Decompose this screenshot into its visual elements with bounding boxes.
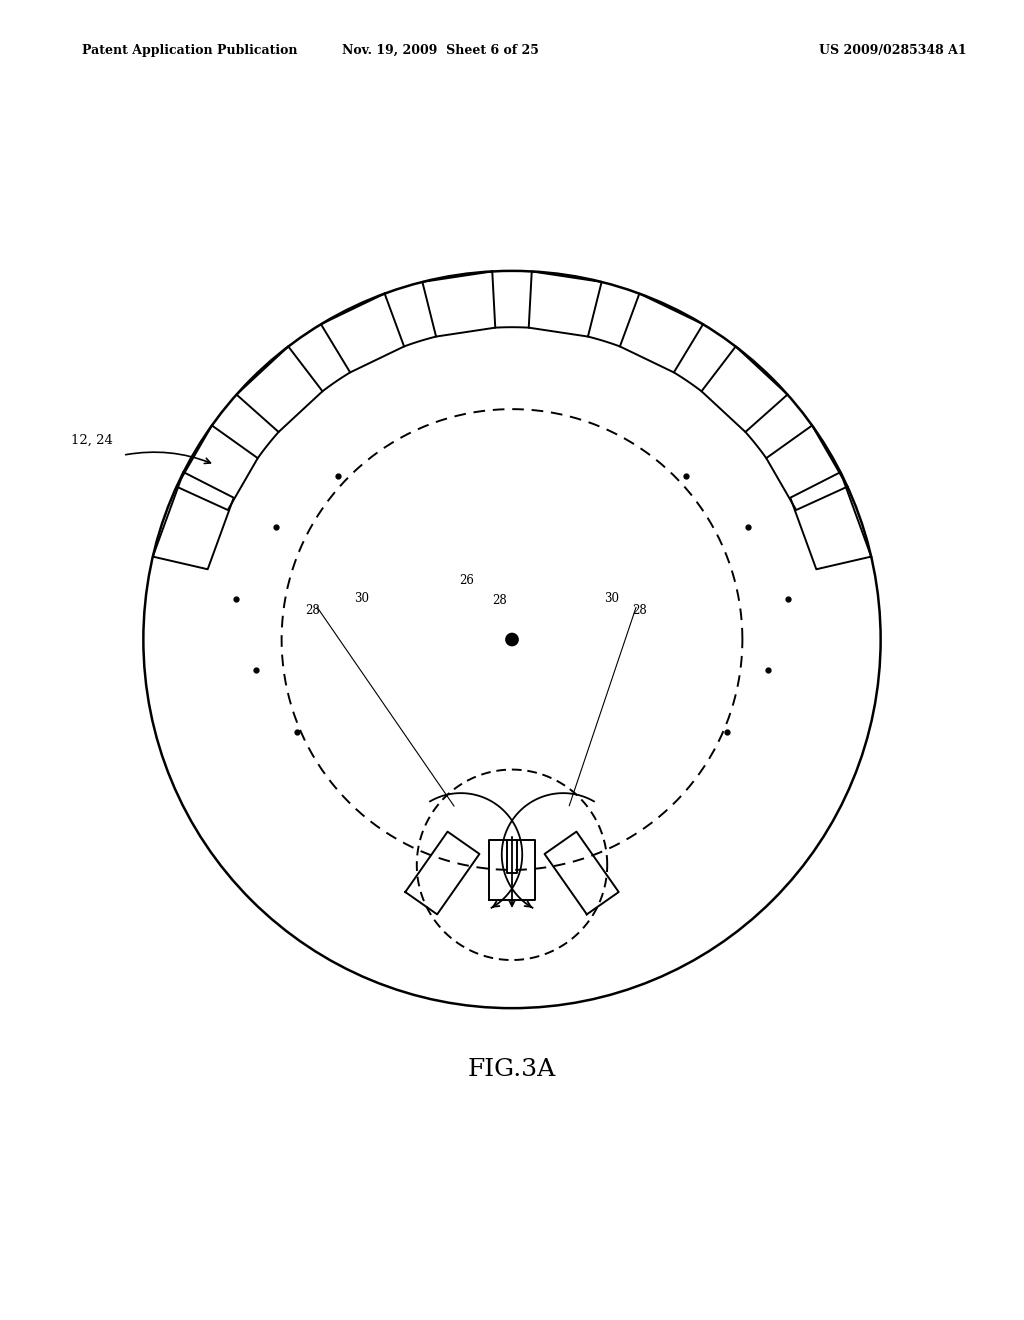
Text: 30: 30 xyxy=(354,593,369,605)
Text: 30: 30 xyxy=(604,593,618,605)
Text: 28: 28 xyxy=(305,605,319,618)
Text: 26: 26 xyxy=(460,574,474,586)
Text: Patent Application Publication: Patent Application Publication xyxy=(82,44,297,57)
Text: 28: 28 xyxy=(493,594,507,607)
Text: 12, 24: 12, 24 xyxy=(71,433,113,446)
Text: FIG.3A: FIG.3A xyxy=(468,1059,556,1081)
Text: Nov. 19, 2009  Sheet 6 of 25: Nov. 19, 2009 Sheet 6 of 25 xyxy=(342,44,539,57)
Text: 28: 28 xyxy=(633,605,647,618)
Text: US 2009/0285348 A1: US 2009/0285348 A1 xyxy=(819,44,967,57)
Circle shape xyxy=(506,634,518,645)
